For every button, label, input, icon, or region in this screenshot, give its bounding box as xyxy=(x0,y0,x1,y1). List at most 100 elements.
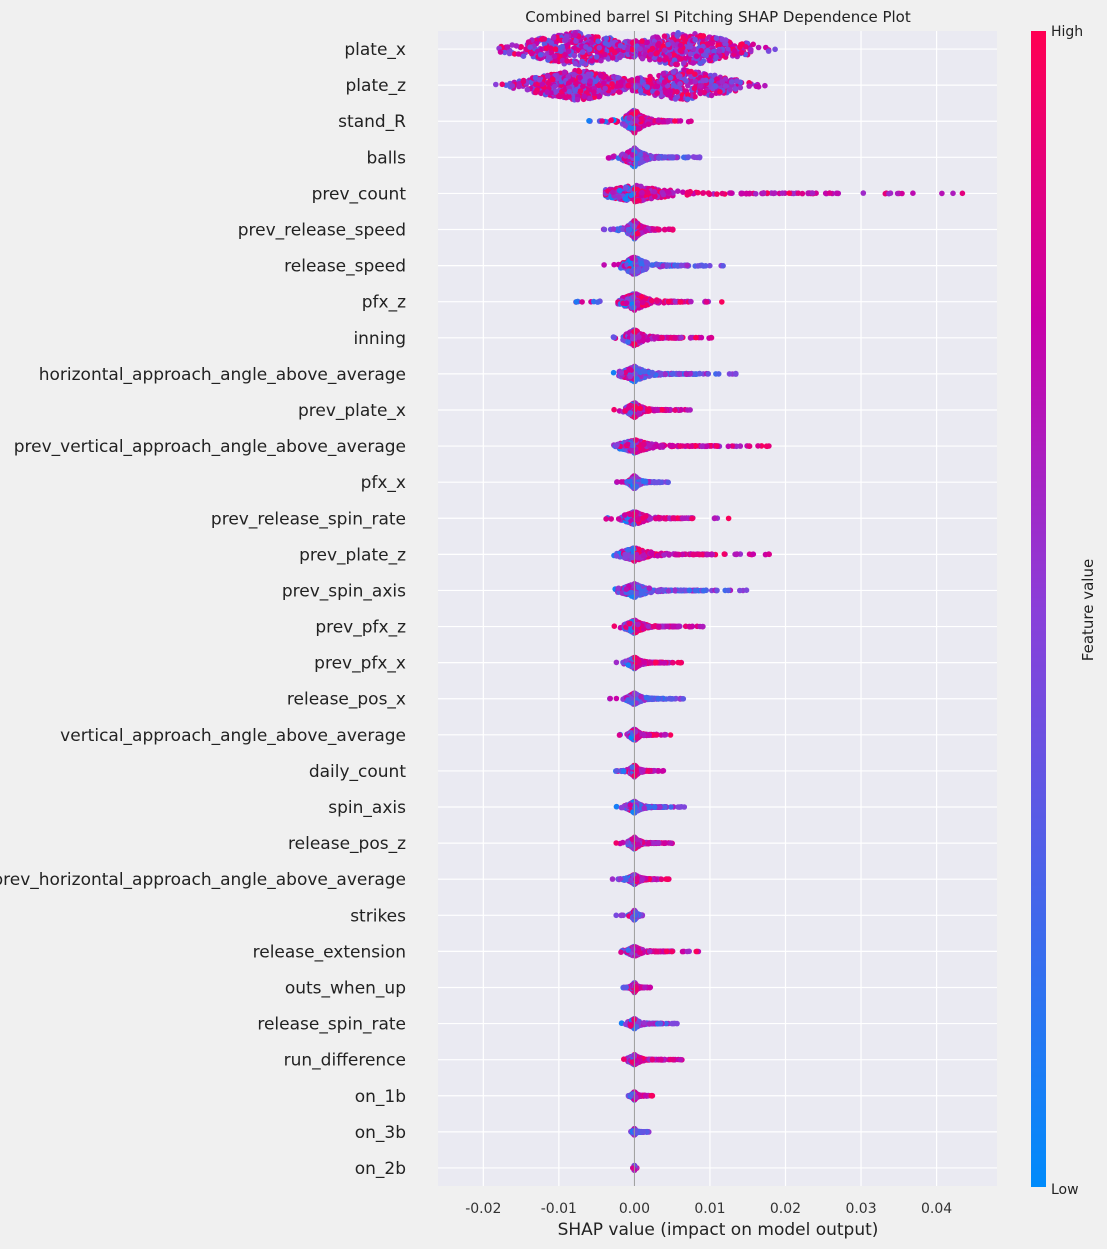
data-point xyxy=(743,190,750,197)
data-point xyxy=(860,190,867,196)
data-point xyxy=(550,76,556,83)
data-point xyxy=(665,118,671,125)
data-point xyxy=(618,370,625,376)
data-point xyxy=(558,48,564,54)
data-point xyxy=(713,54,719,60)
data-point xyxy=(536,77,543,83)
data-point xyxy=(537,52,544,58)
data-point xyxy=(661,47,668,54)
data-point xyxy=(654,34,661,41)
data-point xyxy=(548,40,555,46)
data-point xyxy=(642,47,648,53)
data-point xyxy=(765,48,772,54)
data-point xyxy=(770,190,777,197)
data-point xyxy=(562,52,568,58)
data-point xyxy=(493,81,499,88)
data-point xyxy=(550,34,557,41)
data-point xyxy=(605,56,612,62)
data-point xyxy=(551,53,558,59)
data-point xyxy=(595,38,601,45)
data-point xyxy=(586,46,593,53)
data-point xyxy=(579,299,585,305)
data-point xyxy=(698,47,704,54)
data-point xyxy=(594,299,601,305)
data-point xyxy=(559,57,566,64)
data-point xyxy=(525,39,532,45)
data-point xyxy=(655,117,662,124)
data-point xyxy=(753,191,759,197)
data-point xyxy=(636,334,642,340)
data-point xyxy=(726,371,733,377)
data-point xyxy=(649,297,655,304)
data-point xyxy=(696,370,703,377)
data-point xyxy=(719,190,726,197)
data-point xyxy=(598,57,604,64)
data-point xyxy=(886,190,892,197)
data-point xyxy=(625,46,631,53)
data-point xyxy=(571,52,578,59)
data-point xyxy=(654,90,660,96)
data-point xyxy=(638,260,645,267)
data-point xyxy=(688,118,694,124)
data-point xyxy=(524,86,531,93)
data-point xyxy=(610,226,617,232)
data-point xyxy=(692,36,698,43)
data-point xyxy=(645,121,652,127)
plot-background xyxy=(438,31,997,1186)
data-point xyxy=(665,41,671,48)
data-point xyxy=(690,154,697,160)
data-point xyxy=(622,153,629,159)
data-point xyxy=(779,190,786,196)
data-point xyxy=(588,40,595,46)
data-point xyxy=(504,44,511,50)
data-point xyxy=(681,60,687,66)
data-point xyxy=(571,71,577,78)
data-point xyxy=(559,43,565,50)
data-point xyxy=(683,371,690,378)
data-point xyxy=(632,84,639,90)
data-point xyxy=(610,334,617,340)
data-point xyxy=(639,189,645,196)
data-point xyxy=(552,46,559,52)
data-point xyxy=(596,82,602,89)
data-point xyxy=(609,55,616,61)
data-point xyxy=(644,189,651,196)
data-point xyxy=(625,339,631,345)
data-point xyxy=(627,373,633,380)
data-point xyxy=(634,75,641,82)
data-point xyxy=(648,51,654,58)
data-point xyxy=(513,43,520,49)
data-point xyxy=(687,51,694,57)
data-point xyxy=(672,118,678,124)
data-point xyxy=(545,54,552,61)
data-point xyxy=(625,227,631,233)
data-point xyxy=(637,46,643,52)
data-point xyxy=(661,33,668,39)
data-point xyxy=(654,83,661,90)
data-point xyxy=(601,226,608,233)
data-point xyxy=(705,371,712,377)
data-point xyxy=(738,49,745,56)
data-point xyxy=(728,190,734,196)
data-point xyxy=(520,53,527,59)
data-point xyxy=(649,45,656,52)
data-point xyxy=(630,304,637,311)
data-point xyxy=(576,68,583,75)
data-point xyxy=(635,125,642,132)
data-point xyxy=(527,44,533,50)
data-point xyxy=(678,334,684,341)
data-point xyxy=(799,190,806,197)
data-point xyxy=(652,193,658,200)
data-point xyxy=(715,371,722,377)
data-point xyxy=(622,196,629,202)
data-point xyxy=(700,190,707,196)
data-point xyxy=(654,298,660,304)
data-point xyxy=(733,371,739,377)
data-point xyxy=(528,50,535,57)
data-point xyxy=(632,371,638,377)
data-point xyxy=(705,190,712,196)
data-point xyxy=(573,38,579,44)
data-point xyxy=(698,334,705,341)
data-point xyxy=(706,56,713,62)
